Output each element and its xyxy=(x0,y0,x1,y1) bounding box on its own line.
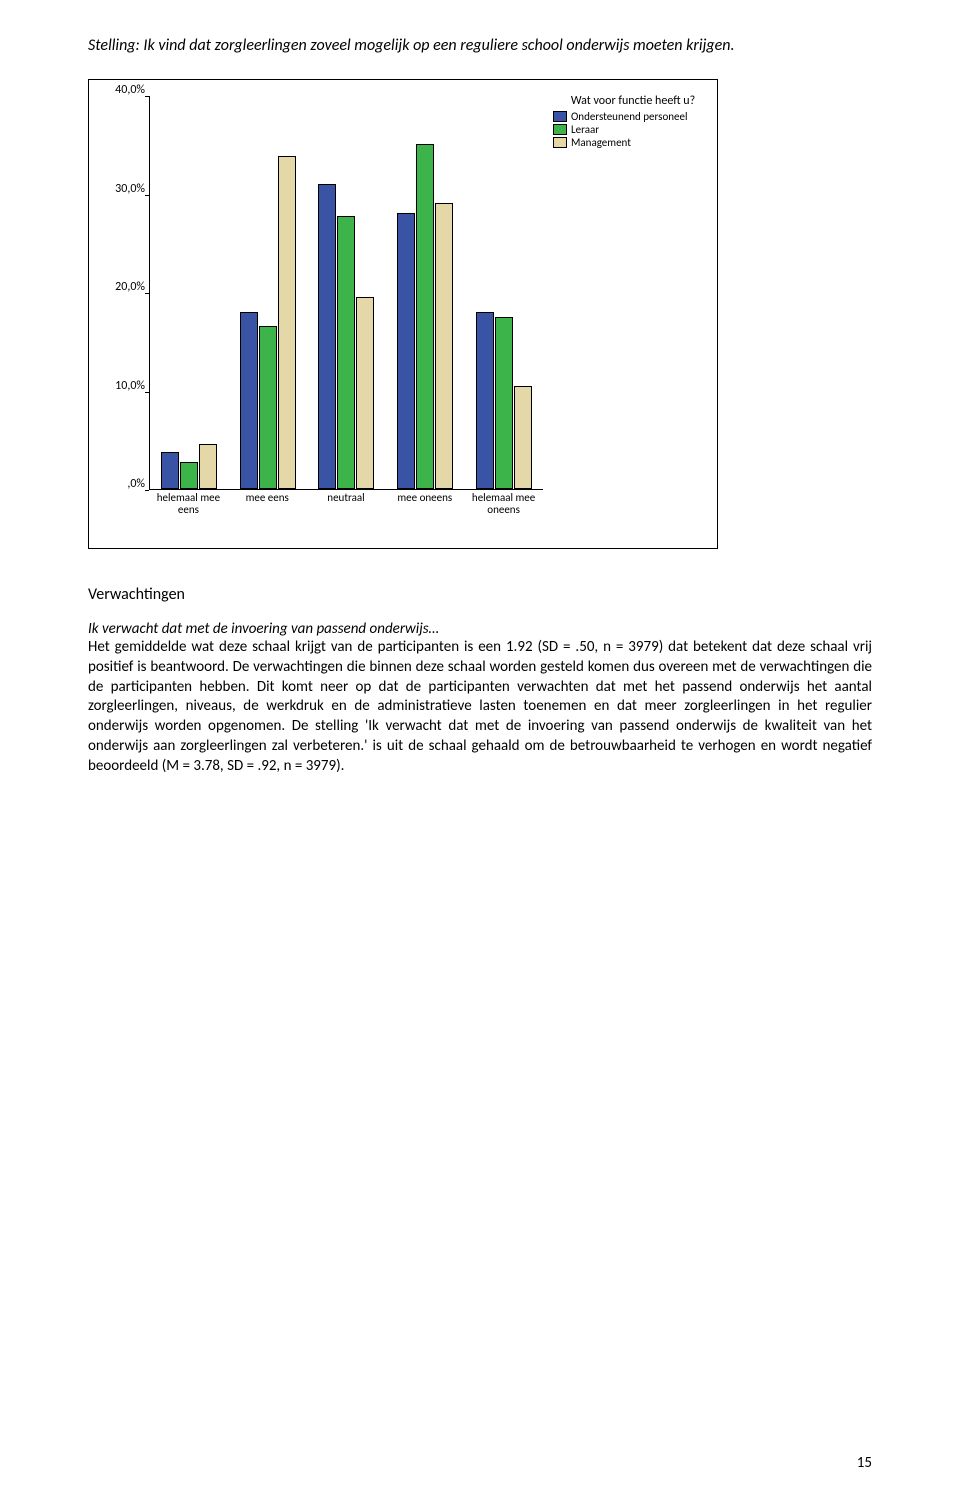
legend-label: Management xyxy=(571,136,631,149)
y-tick xyxy=(145,490,149,491)
bar xyxy=(278,156,296,489)
y-tick-label: ,0% xyxy=(95,477,145,491)
bar xyxy=(259,326,277,489)
y-axis-labels: ,0%10,0%20,0%30,0%40,0% xyxy=(95,90,145,490)
x-tick-label: helemaal meeoneens xyxy=(464,492,543,516)
bar xyxy=(337,216,355,489)
bar-group xyxy=(229,96,308,489)
bar-group xyxy=(464,96,543,489)
x-tick-label: neutraal xyxy=(307,492,386,516)
bar-group xyxy=(386,96,465,489)
chart-legend: Wat voor functie heeft u? Ondersteunend … xyxy=(553,94,713,149)
y-tick-label: 10,0% xyxy=(95,379,145,393)
subhead-italic: Ik verwacht dat met de invoering van pas… xyxy=(88,620,872,638)
bar xyxy=(495,317,513,489)
y-tick-label: 20,0% xyxy=(95,280,145,294)
page-title: Stelling: Ik vind dat zorgleerlingen zov… xyxy=(88,36,872,55)
bar xyxy=(180,462,198,489)
x-tick-label: mee oneens xyxy=(385,492,464,516)
bar-group xyxy=(150,96,229,489)
y-tick-label: 30,0% xyxy=(95,182,145,196)
bars-container xyxy=(150,96,543,489)
x-tick-label: helemaal meeeens xyxy=(149,492,228,516)
x-tick-label: mee eens xyxy=(228,492,307,516)
bar xyxy=(240,312,258,489)
y-tick-label: 40,0% xyxy=(95,83,145,97)
legend-label: Leraar xyxy=(571,123,599,136)
bar xyxy=(514,386,532,489)
bar-group xyxy=(307,96,386,489)
page-number: 15 xyxy=(857,1454,872,1472)
bar xyxy=(416,144,434,489)
legend-title: Wat voor functie heeft u? xyxy=(553,94,713,108)
legend-swatch xyxy=(553,137,567,148)
bar-chart: ,0% 10,0% 20,0% 30,0% 40,0% helemaal meeeens… xyxy=(88,79,718,549)
body-paragraph: Het gemiddelde wat deze schaal krijgt va… xyxy=(88,638,872,777)
plot-area xyxy=(149,96,543,490)
bar xyxy=(397,213,415,489)
legend-item: Management xyxy=(553,136,713,149)
legend-item: Leraar xyxy=(553,123,713,136)
bar xyxy=(435,203,453,489)
bar xyxy=(476,312,494,489)
x-axis-labels: helemaal meeeensmee eensneutraalmee onee… xyxy=(149,492,543,516)
bar xyxy=(318,184,336,489)
legend-label: Ondersteunend personeel xyxy=(571,110,688,123)
bar xyxy=(199,444,217,489)
legend-swatch xyxy=(553,111,567,122)
bar xyxy=(356,297,374,489)
section-heading: Verwachtingen xyxy=(88,585,872,604)
legend-swatch xyxy=(553,124,567,135)
bar xyxy=(161,452,179,489)
legend-item: Ondersteunend personeel xyxy=(553,110,713,123)
